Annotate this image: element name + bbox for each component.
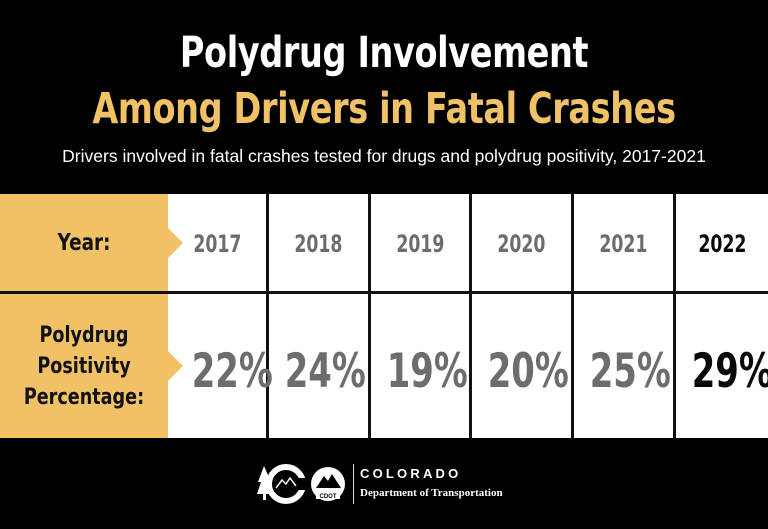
column-divider (673, 194, 676, 438)
arrow-right-icon (168, 228, 183, 258)
pct-cell-2020: 20% (487, 344, 569, 399)
pct-cell-2022: 29% (691, 344, 768, 399)
pct-cell-2019: 19% (386, 344, 468, 399)
column-divider (368, 194, 371, 438)
positivity-label-line-3: Percentage: (23, 385, 145, 410)
title-line-2: Among Drivers in Fatal Crashes (92, 84, 676, 134)
year-cell-2018: 2018 (294, 230, 343, 258)
subtitle: Drivers involved in fatal crashes tested… (62, 146, 706, 166)
pct-cell-2017: 22% (191, 344, 273, 399)
data-table: Year: Polydrug Positivity Percentage: 20… (0, 194, 768, 438)
footer-divider (353, 464, 354, 504)
column-divider (469, 194, 472, 438)
org-name: COLORADO (360, 466, 462, 481)
department-name: Department of Transportation (360, 487, 503, 499)
cdot-logo: CDOT COLORADO Department of Transportati… (256, 462, 526, 506)
colorado-c-logo-icon: CDOT (257, 464, 345, 504)
row-divider (0, 291, 768, 294)
positivity-row-label: Polydrug Positivity Percentage: (17, 320, 151, 413)
year-cell-2020: 2020 (497, 230, 546, 258)
pct-cell-2021: 25% (589, 344, 671, 399)
column-divider (571, 194, 574, 438)
positivity-label-line-1: Polydrug (39, 323, 129, 348)
pct-cell-2018: 24% (284, 344, 366, 399)
cdot-badge-text: CDOT (320, 494, 337, 500)
column-divider (266, 194, 269, 438)
year-row-label: Year: (57, 230, 111, 256)
year-cell-2022: 2022 (697, 230, 747, 258)
year-cell-2017: 2017 (192, 230, 242, 258)
year-cell-2019: 2019 (395, 230, 445, 258)
title-line-1: Polydrug Involvement (179, 28, 589, 78)
row-label-column (0, 194, 168, 438)
year-cell-2021: 2021 (599, 230, 648, 258)
positivity-label-line-2: Positivity (37, 354, 131, 379)
arrow-right-icon (168, 351, 183, 381)
